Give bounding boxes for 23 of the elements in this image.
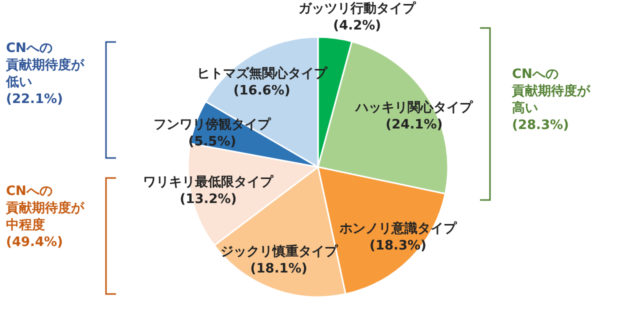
text: (28.3%) (512, 118, 569, 133)
data-label: (13.2%) (180, 192, 237, 207)
text: (49.4%) (6, 235, 63, 250)
slice-label: ハッキリ関心タイプ (354, 99, 474, 116)
slice-label: ワリキリ最低限タイプ (143, 174, 274, 190)
text: 貢献期待度が (511, 83, 591, 99)
text: 貢献期待度が (5, 57, 85, 73)
text: 中程度 (6, 217, 45, 233)
text: 高い (512, 100, 538, 116)
data-label: (18.1%) (250, 262, 308, 277)
text: (22.1%) (6, 92, 63, 107)
data-label: (24.1%) (386, 117, 443, 132)
slice-label: ホンノリ意識タイプ (338, 220, 458, 237)
text: 貢献期待度が (5, 200, 85, 216)
slice-label: フンワリ傍観タイプ (154, 116, 272, 133)
text: CNへの (512, 67, 558, 82)
text: 低い (5, 75, 32, 90)
text: CNへの (6, 41, 52, 56)
slice-label: ジックリ慎重タイプ (220, 244, 338, 260)
text: CNへの (6, 184, 52, 199)
data-label: (4.2%) (333, 18, 382, 34)
data-label: (16.6%) (233, 83, 290, 98)
slice-label: ガッツリ行動タイプ (298, 0, 417, 17)
